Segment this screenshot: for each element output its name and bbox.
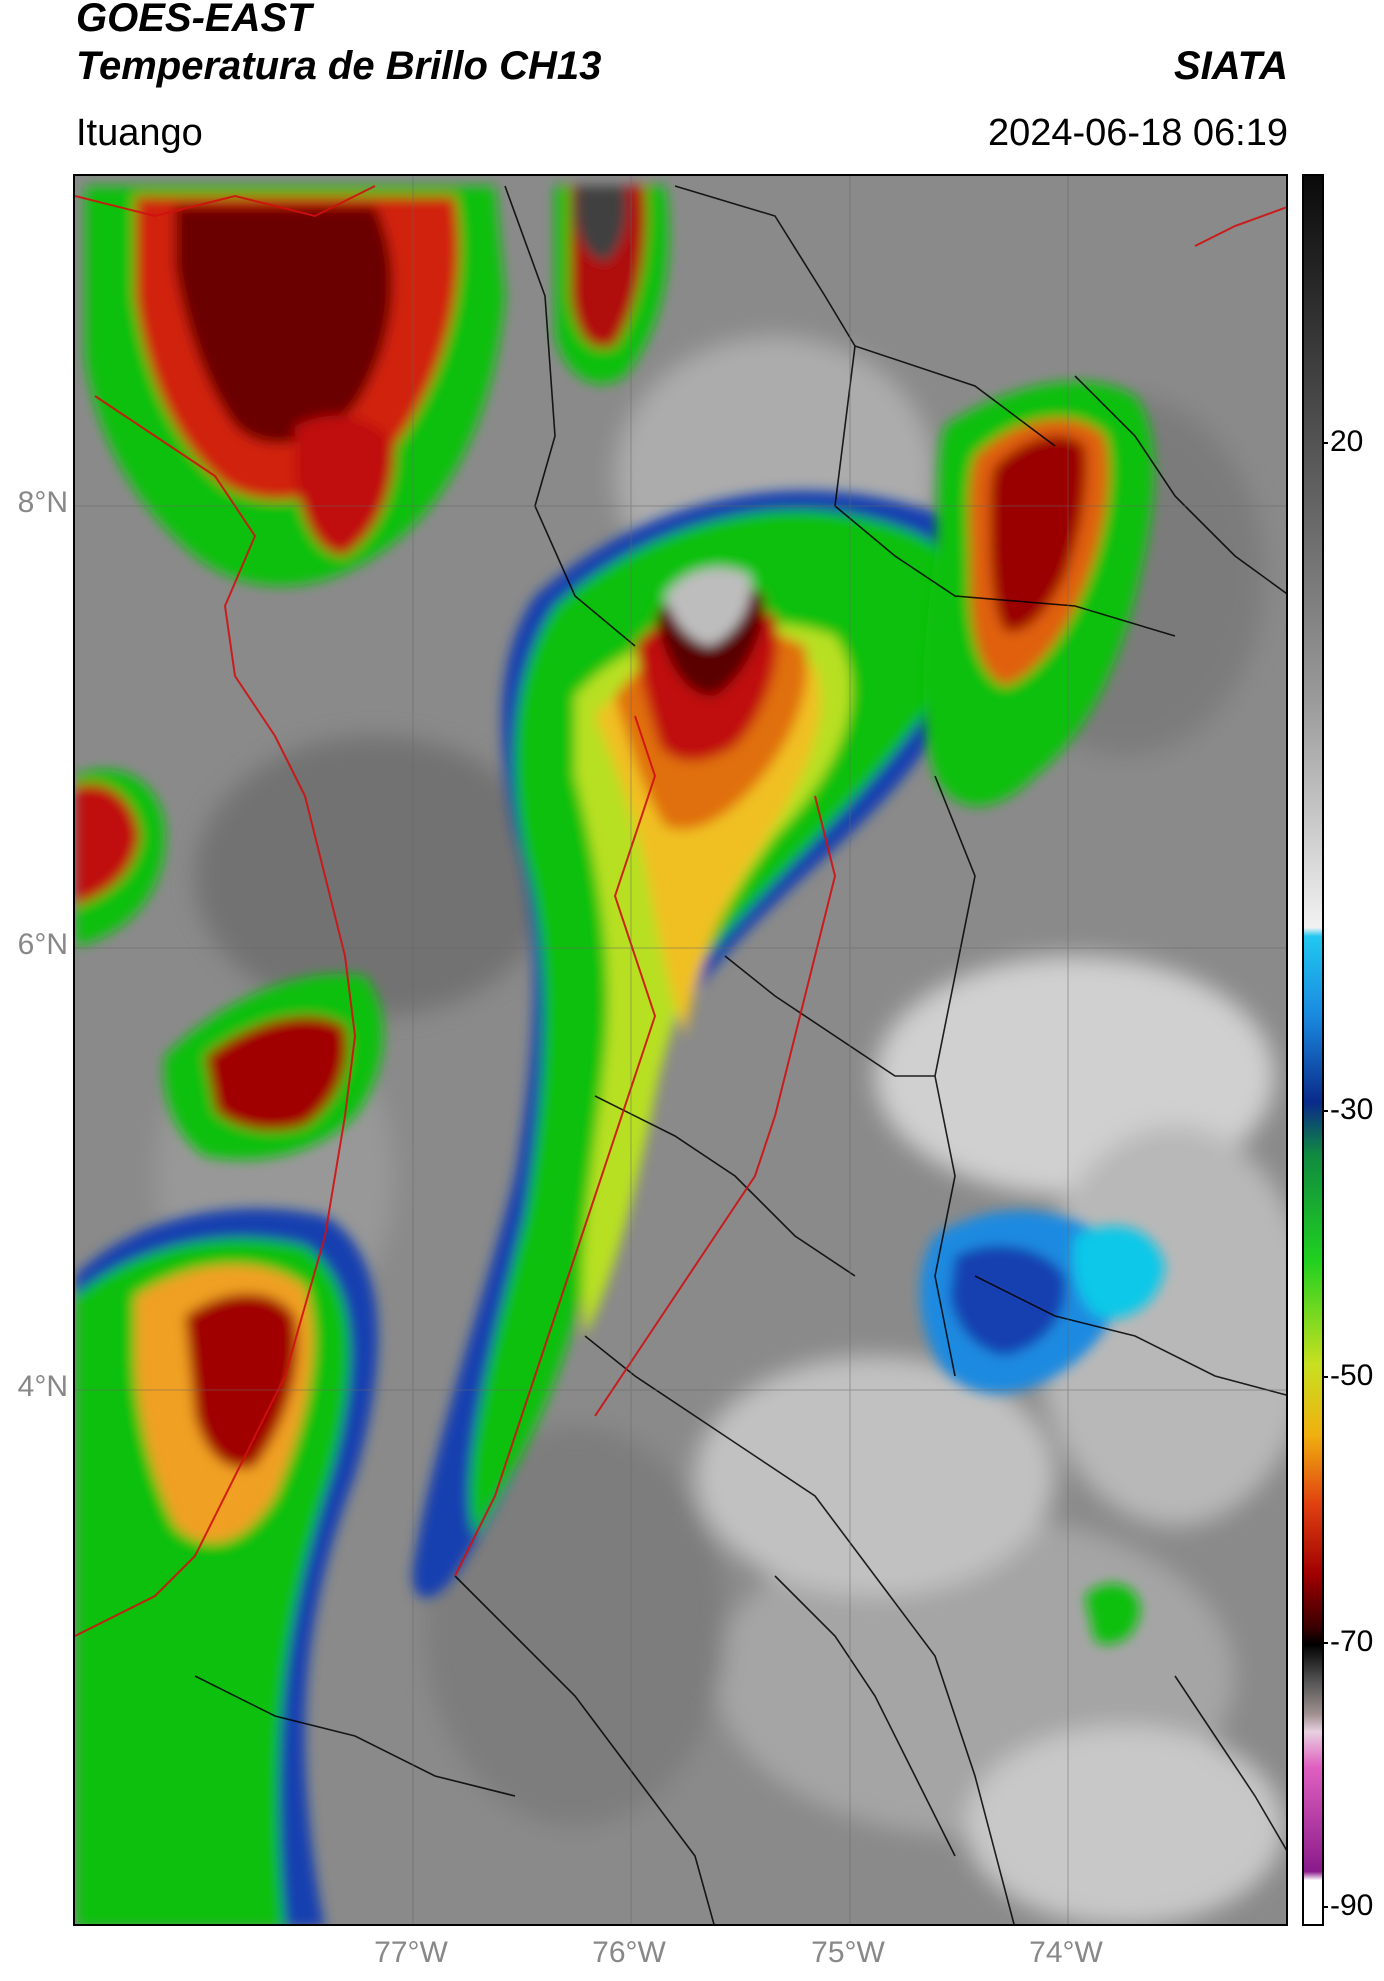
lon-label-77w: 77°W bbox=[374, 1936, 448, 1969]
colorbar-tick-minus30: -30 bbox=[1321, 1093, 1374, 1126]
lon-label-76w: 76°W bbox=[592, 1936, 666, 1969]
graticule bbox=[75, 176, 1286, 1924]
lat-label-6n: 6°N bbox=[17, 928, 68, 961]
product-title: Temperatura de Brillo CH13 bbox=[76, 44, 602, 88]
lon-label-75w: 75°W bbox=[811, 1936, 885, 1969]
brand-label: SIATA bbox=[1173, 44, 1288, 88]
satellite-map[interactable] bbox=[73, 174, 1288, 1926]
colorbar-tick-minus50: -50 bbox=[1321, 1359, 1374, 1392]
satellite-imagery bbox=[75, 176, 1286, 1924]
timestamp-label: 2024-06-18 06:19 bbox=[987, 112, 1288, 154]
department-boundaries bbox=[75, 185, 1286, 1637]
lon-label-74w: 74°W bbox=[1029, 1936, 1103, 1969]
colorbar-tick-20: 20 bbox=[1321, 425, 1364, 458]
lat-label-8n: 8°N bbox=[17, 486, 68, 519]
colorbar-gradient bbox=[1304, 176, 1322, 1924]
location-label: Ituango bbox=[76, 112, 203, 154]
colorbar-tick-minus70: -70 bbox=[1321, 1625, 1374, 1658]
colorbar-tick-minus90: -90 bbox=[1321, 1889, 1374, 1922]
lat-label-4n: 4°N bbox=[17, 1370, 68, 1403]
satellite-title: GOES-EAST bbox=[76, 0, 312, 40]
colorbar bbox=[1302, 174, 1324, 1926]
municipal-boundaries bbox=[194, 185, 1286, 1924]
